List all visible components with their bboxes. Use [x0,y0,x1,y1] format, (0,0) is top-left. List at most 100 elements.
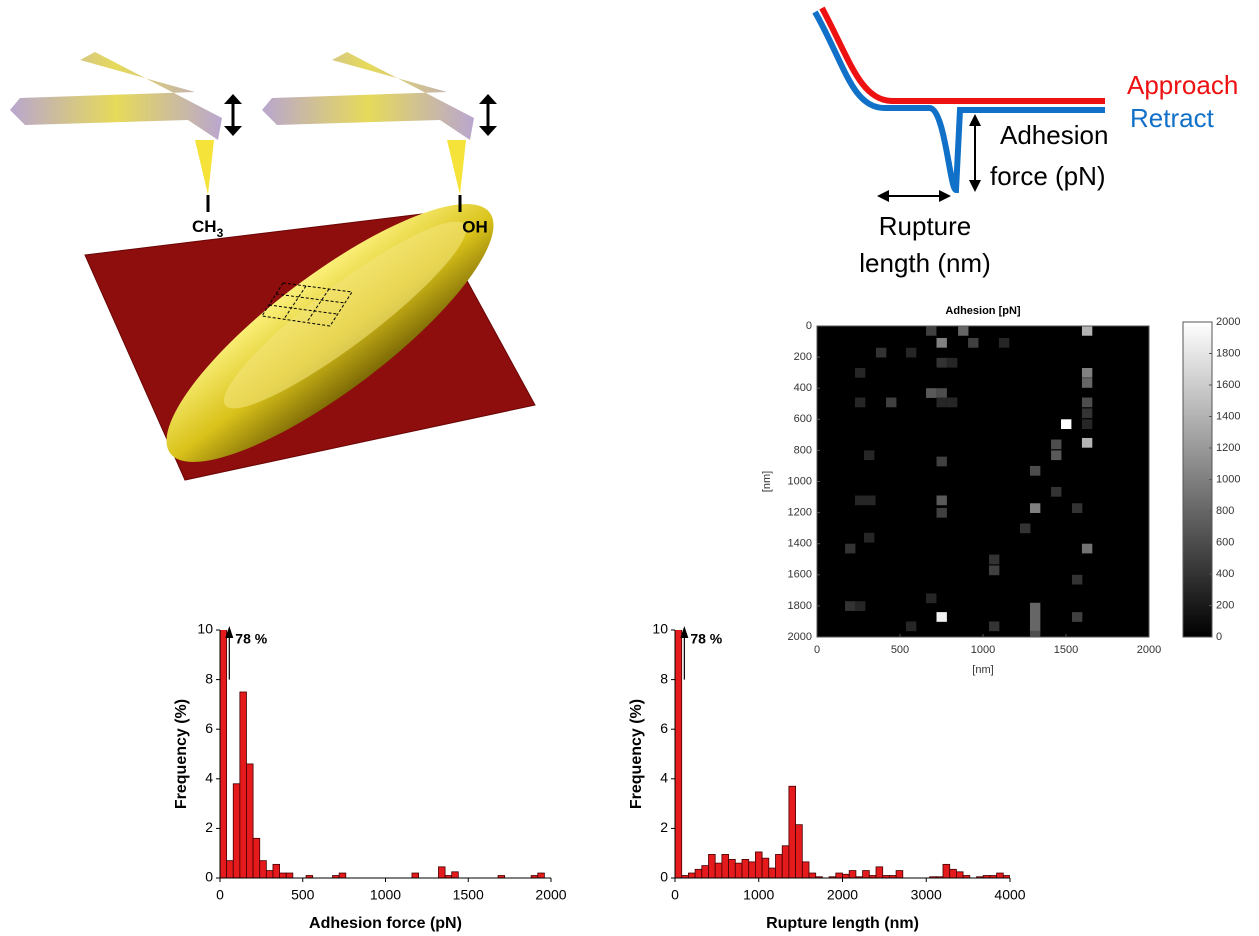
heatmap-cell [936,397,947,408]
label-sub: 3 [217,226,224,240]
heatmap-cell [1051,486,1062,497]
colorbar-tick-label: 200 [1216,599,1234,611]
heatmap-cell [845,543,856,554]
heatmap-cell [1029,465,1041,476]
heatmap-cell [1081,397,1093,408]
y-tick-label: 800 [794,444,812,456]
y-tick-label: 10 [197,621,213,637]
approach-label: Approach [1127,70,1238,100]
annotation-arrowhead [680,626,689,638]
bar [895,870,904,878]
y-tick-label: 1000 [788,475,812,487]
x-tick-label: 2000 [1137,644,1161,656]
colorbar-tick-label: 2000 [1216,316,1240,328]
bar [438,866,446,878]
heatmap-cell [936,495,947,506]
bar [694,868,703,878]
bar [246,763,254,878]
bar [962,875,971,878]
heatmap-cell [855,397,866,408]
heatmap-cell [1071,574,1083,585]
y-axis-title: Frequency (%) [173,699,190,809]
bar [761,857,770,878]
x-tick-label: 500 [291,887,315,903]
heatmap-title: Adhesion [pN] [945,305,1020,317]
bar [305,875,314,878]
heatmap-cell [936,388,947,398]
bar [279,872,287,878]
colorbar-tick-label: 1200 [1216,442,1240,454]
heatmap-cell [855,495,866,506]
heatmap-cell [863,532,875,543]
adhesion-label: force (pN) [990,161,1106,191]
bar [781,845,790,878]
bar [835,872,843,878]
bar [795,824,803,878]
x-tick-label: 0 [814,644,820,656]
heatmap-cell [865,495,876,506]
heatmap-cell [1061,419,1072,430]
colorbar-tick-label: 800 [1216,505,1234,517]
bar [728,859,736,878]
bar [411,872,420,878]
bar [768,867,776,878]
bar [708,854,716,878]
bar [338,872,347,878]
left-tip-label: CH3 [192,217,224,240]
bar [714,862,723,878]
bar [956,871,964,878]
heatmap-cell [1081,408,1093,419]
x-axis-title: [nm] [972,664,993,676]
heatmap-cell [1029,503,1041,513]
y-tick-label: 200 [794,351,812,363]
heatmap-cell [1051,439,1062,450]
y-tick-label: 8 [205,670,213,686]
y-tick-label: 6 [660,720,668,736]
y-tick-label: 400 [794,382,812,394]
y-tick-label: 1600 [788,569,812,581]
bar [801,861,810,878]
bar [775,854,783,878]
bar [848,870,857,878]
y-tick-label: 2 [205,819,213,835]
heatmap-cell [855,367,866,378]
heatmap-cell [1071,503,1083,513]
x-tick-label: 0 [671,887,679,903]
heatmap-cell [936,612,947,622]
heatmap-cell [946,397,958,408]
heatmap-cell [905,347,917,358]
colorbar-tick-label: 400 [1216,568,1234,580]
adhesion-label: Adhesion [1000,120,1108,150]
heatmap-cell [1020,523,1031,534]
y-tick-label: 8 [660,670,668,686]
heatmap-cell [946,357,958,368]
value-label: 78 % [235,631,267,647]
bar [232,783,241,878]
colorbar-tick-label: 1800 [1216,347,1240,359]
heatmap-cell [855,601,866,611]
right-tip-label: OH [462,217,488,236]
bar [942,863,951,878]
bar [862,870,870,878]
y-tick-label: 1400 [788,538,812,550]
x-tick-label: 1000 [743,887,774,903]
bar [239,691,247,878]
y-tick-label: 1800 [788,600,812,612]
x-tick-label: 3000 [911,887,942,903]
cells [845,326,1093,637]
heatmap-cell [988,554,1000,565]
y-tick-label: 0 [205,869,213,885]
heatmap-cell [936,357,947,368]
afm-illustration: CH3 OH [10,52,536,481]
heatmap-cell [926,593,937,604]
heatmap-cell [998,337,1010,348]
bar [285,872,294,878]
heatmap-cell [1071,612,1083,622]
heatmap-cell [1051,450,1062,461]
bar [842,873,850,878]
bar [755,851,763,878]
heatmap-cell [886,397,897,408]
bar [949,868,957,878]
